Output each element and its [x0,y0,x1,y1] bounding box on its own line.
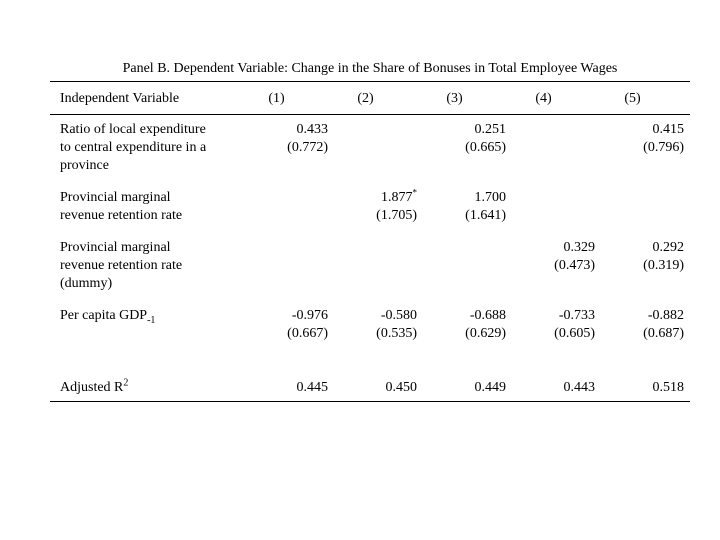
coefficient-value: -0.733 [558,308,595,323]
adjusted-r2-value: 0.445 [245,351,334,402]
header-column-5: (5) [601,81,690,115]
table-row-adjusted-r-squared: Adjusted R2 0.445 0.450 0.449 0.443 0.51… [50,351,690,402]
adjusted-r2-value: 0.518 [601,351,690,402]
standard-error-value: (0.796) [643,140,684,155]
table-cell [334,233,423,301]
coefficient-value: -0.882 [647,308,684,323]
coefficient-value: 1.700 [474,190,507,205]
row-label: Adjusted R [60,380,124,395]
table-cell [245,233,334,301]
table-cell [245,183,334,233]
table-cell [334,115,423,184]
header-column-4: (4) [512,81,601,115]
row-label: Per capita GDP [60,308,148,323]
table-cell: -0.688 (0.629) [423,301,512,351]
coefficient-value: 1.877* [381,187,418,205]
standard-error-value: (0.319) [643,258,684,273]
row-label-cell: Provincial marginal revenue retention ra… [50,183,245,233]
row-label-subscript: -1 [147,314,156,326]
header-column-1: (1) [245,81,334,115]
table-cell: -0.580 (0.535) [334,301,423,351]
row-label-cell: Adjusted R2 [50,351,245,402]
table-cell [512,183,601,233]
table-cell: 1.700 (1.641) [423,183,512,233]
standard-error-value: (1.641) [465,208,506,223]
table-cell: 0.251 (0.665) [423,115,512,184]
header-independent-variable: Independent Variable [50,81,245,115]
table-row-retention-rate-dummy: Provincial marginal revenue retention ra… [50,233,690,301]
standard-error-value: (0.772) [287,140,328,155]
coefficient-value: -0.688 [469,308,506,323]
coefficient-value: -0.976 [291,308,328,323]
row-label: Provincial marginal revenue retention ra… [60,240,183,291]
table-cell: 0.292 (0.319) [601,233,690,301]
coefficient-value: 0.251 [474,122,507,137]
regression-table: Independent Variable (1) (2) (3) (4) (5)… [50,81,690,402]
adjusted-r2-value: 0.449 [423,351,512,402]
adjusted-r2-value: 0.450 [334,351,423,402]
table-row-retention-rate: Provincial marginal revenue retention ra… [50,183,690,233]
row-label-cell: Ratio of local expenditure to central ex… [50,115,245,184]
coefficient-value: 0.415 [652,122,685,137]
row-label-cell: Per capita GDP-1 [50,301,245,351]
header-column-3: (3) [423,81,512,115]
coefficient-value: -0.580 [380,308,417,323]
standard-error-value: (0.665) [465,140,506,155]
adjusted-r2-value: 0.443 [512,351,601,402]
coefficient-value: 0.329 [563,240,596,255]
table-cell: 1.877* (1.705) [334,183,423,233]
table-row-per-capita-gdp: Per capita GDP-1 -0.976 (0.667) -0.580 (… [50,301,690,351]
table-cell: 0.433 (0.772) [245,115,334,184]
table-cell: -0.882 (0.687) [601,301,690,351]
regression-table-panel: Panel B. Dependent Variable: Change in t… [50,60,690,402]
header-row: Independent Variable (1) (2) (3) (4) (5) [50,81,690,115]
standard-error-value: (1.705) [376,208,417,223]
table-row-expenditure-ratio: Ratio of local expenditure to central ex… [50,115,690,184]
row-label: Provincial marginal revenue retention ra… [60,190,183,223]
table-cell: 0.329 (0.473) [512,233,601,301]
row-label-superscript: 2 [123,377,129,389]
standard-error-value: (0.473) [554,258,595,273]
table-title: Panel B. Dependent Variable: Change in t… [122,61,618,76]
significance-star: * [412,187,418,198]
table-cell: -0.733 (0.605) [512,301,601,351]
standard-error-value: (0.667) [287,326,328,341]
table-cell [601,183,690,233]
table-cell: 0.415 (0.796) [601,115,690,184]
header-column-2: (2) [334,81,423,115]
table-cell: -0.976 (0.667) [245,301,334,351]
standard-error-value: (0.687) [643,326,684,341]
table-cell [512,115,601,184]
standard-error-value: (0.605) [554,326,595,341]
coefficient-value: 0.292 [652,240,685,255]
coefficient-value: 0.433 [296,122,329,137]
row-label-cell: Provincial marginal revenue retention ra… [50,233,245,301]
standard-error-value: (0.629) [465,326,506,341]
row-label: Ratio of local expenditure to central ex… [60,122,207,173]
standard-error-value: (0.535) [376,326,417,341]
table-cell [423,233,512,301]
